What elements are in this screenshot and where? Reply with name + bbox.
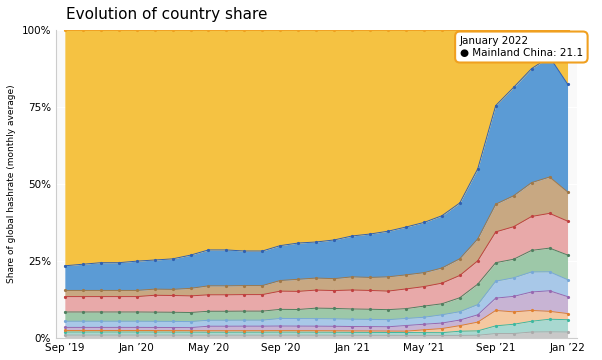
Text: Evolution of country share: Evolution of country share [66,7,268,22]
Text: January 2022
● Mainland China: 21.1: January 2022 ● Mainland China: 21.1 [460,36,583,58]
Y-axis label: Share of global hashrate (monthly average): Share of global hashrate (monthly averag… [7,85,16,283]
